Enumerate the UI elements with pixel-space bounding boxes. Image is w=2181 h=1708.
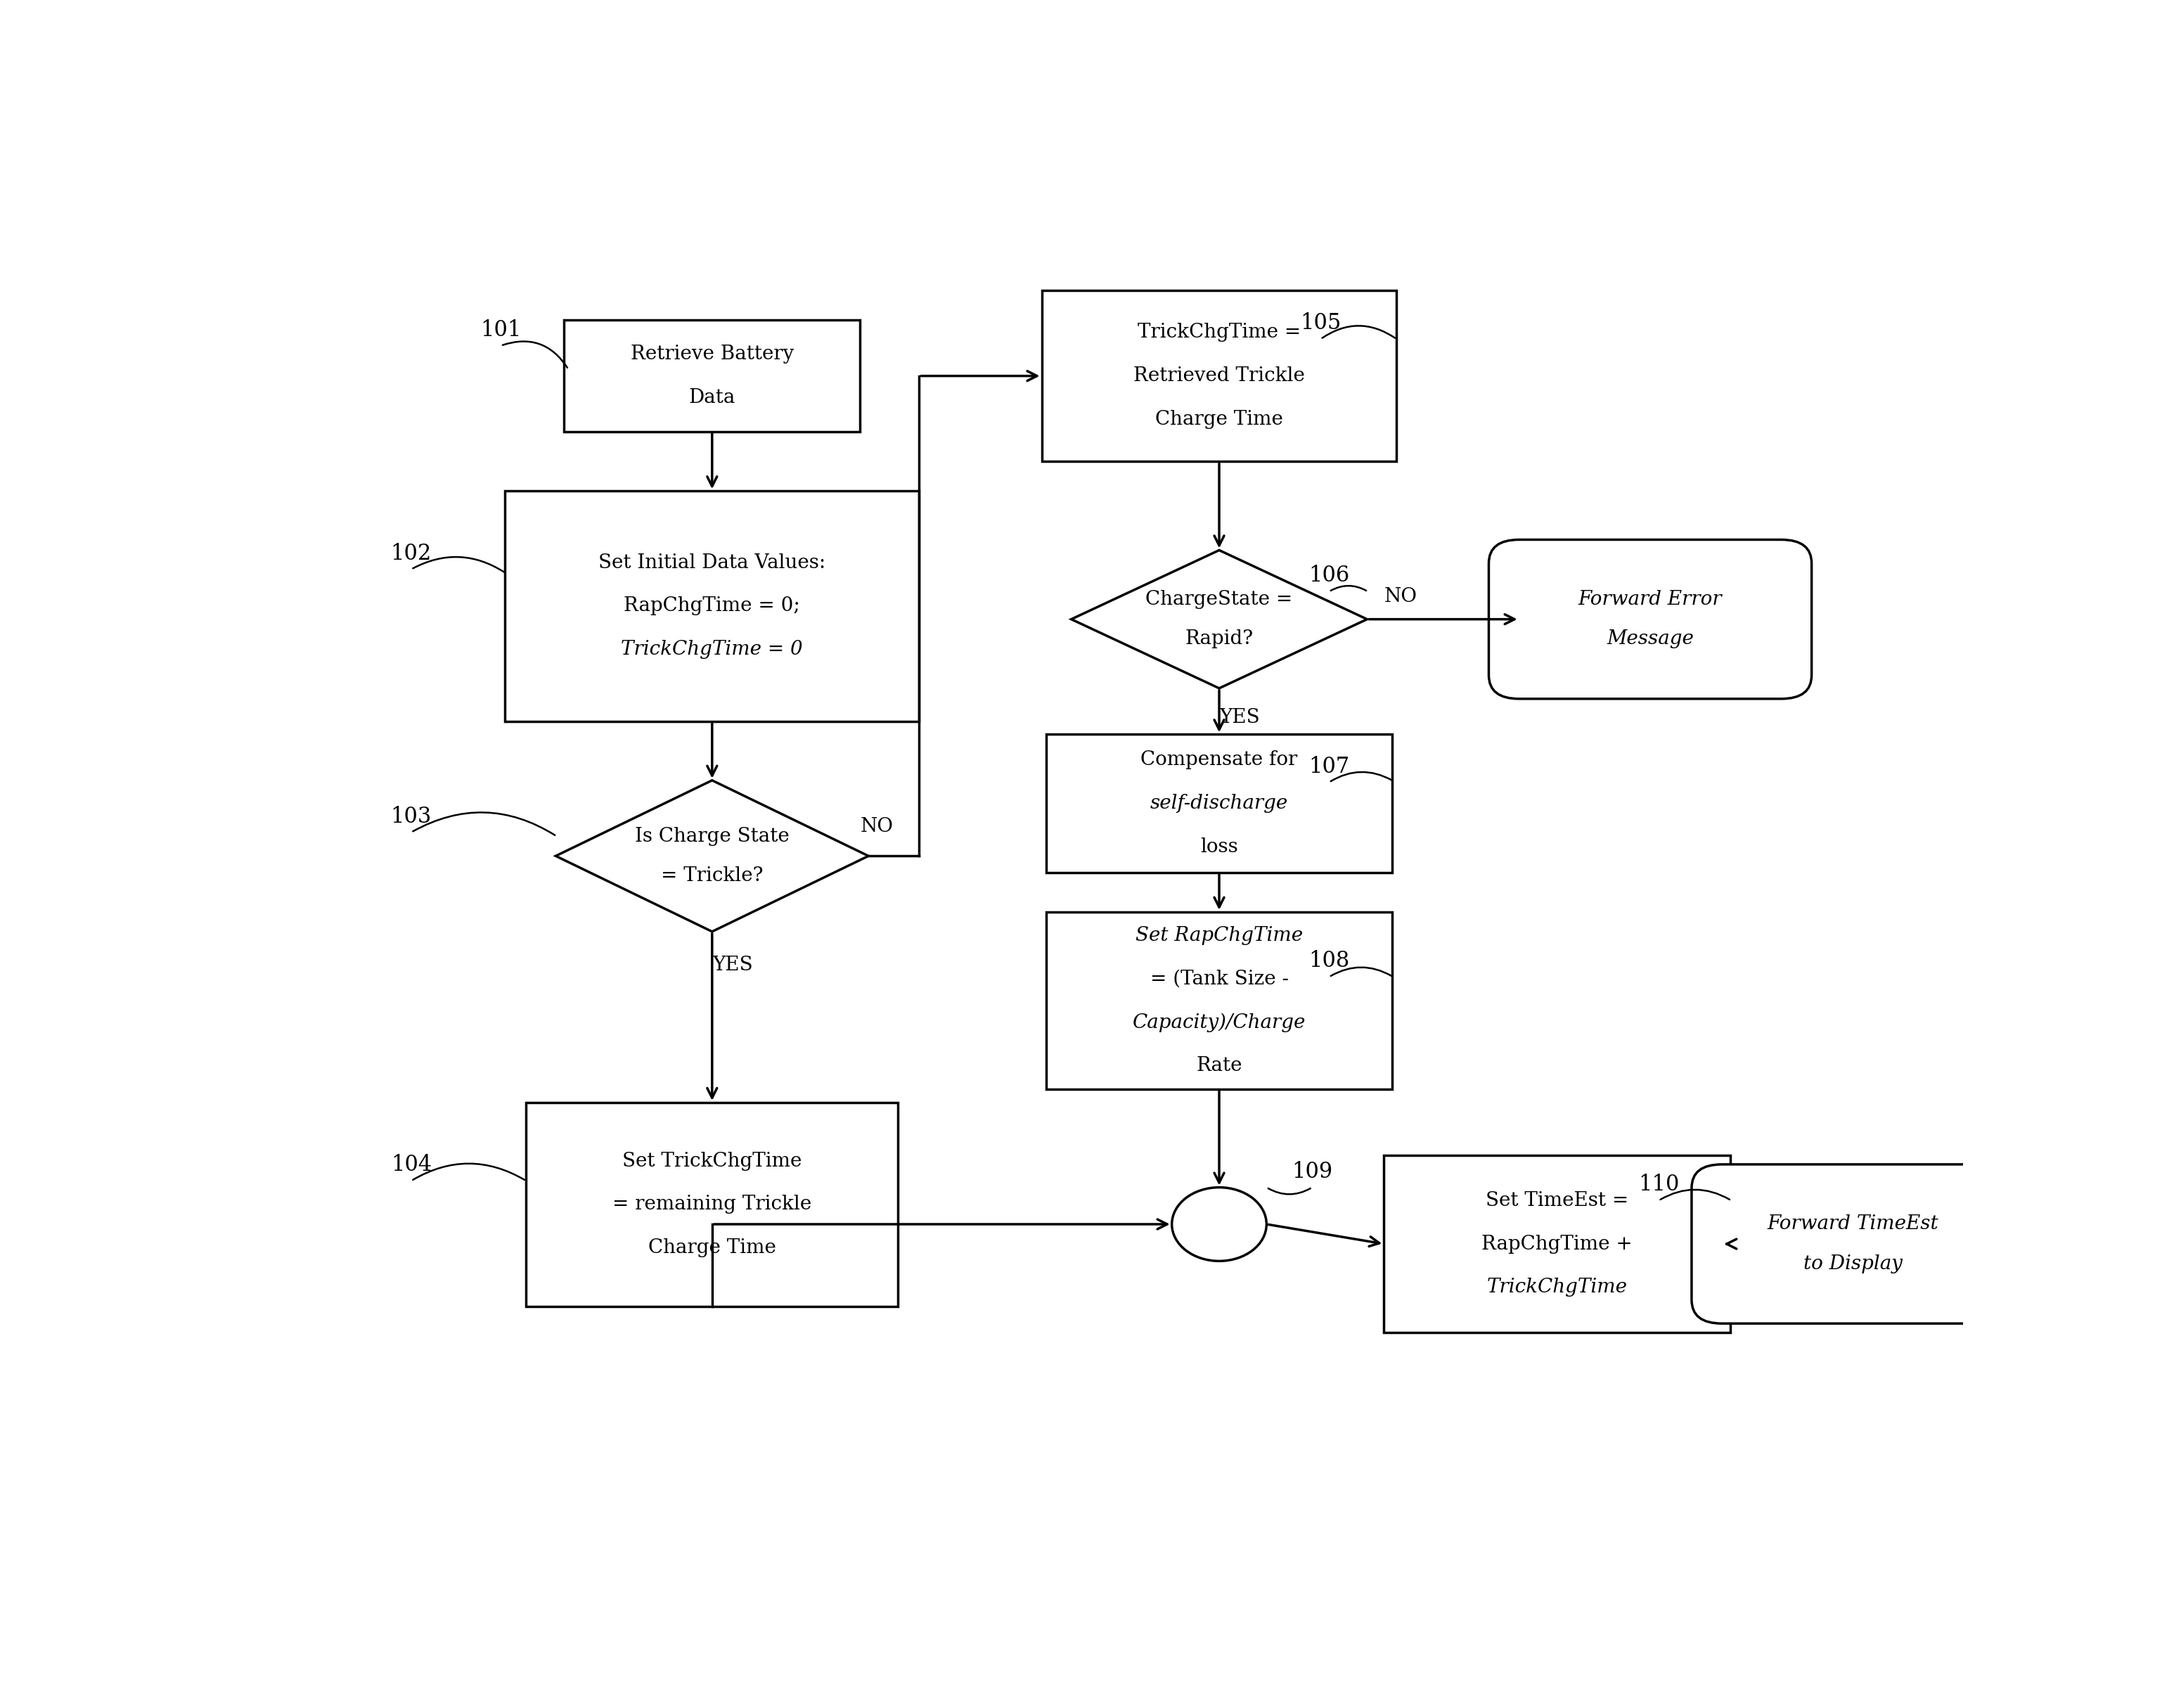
- Text: Retrieved Trickle: Retrieved Trickle: [1134, 367, 1304, 386]
- FancyBboxPatch shape: [1490, 540, 1812, 699]
- Text: NO: NO: [1385, 588, 1418, 606]
- Text: Forward TimeEst: Forward TimeEst: [1767, 1214, 1939, 1233]
- Text: YES: YES: [1219, 709, 1261, 728]
- Text: Compensate for: Compensate for: [1141, 750, 1298, 769]
- Bar: [506, 490, 918, 721]
- Text: 105: 105: [1300, 313, 1341, 335]
- Text: 110: 110: [1638, 1173, 1679, 1196]
- Bar: [1043, 290, 1396, 461]
- Text: = Trickle?: = Trickle?: [661, 866, 763, 885]
- Text: ChargeState =: ChargeState =: [1145, 589, 1293, 610]
- Text: Capacity)/Charge: Capacity)/Charge: [1132, 1013, 1306, 1032]
- Text: 101: 101: [480, 319, 521, 342]
- FancyBboxPatch shape: [1692, 1165, 2015, 1324]
- Polygon shape: [1071, 550, 1367, 688]
- Text: Charge Time: Charge Time: [1156, 410, 1282, 429]
- Text: Data: Data: [689, 388, 735, 407]
- Text: TrickChgTime = 0: TrickChgTime = 0: [622, 640, 803, 659]
- Text: Message: Message: [1607, 630, 1695, 649]
- Text: TrickChgTime: TrickChgTime: [1487, 1278, 1627, 1296]
- Bar: [1047, 734, 1391, 873]
- Text: Charge Time: Charge Time: [648, 1238, 776, 1257]
- Text: 109: 109: [1291, 1161, 1333, 1182]
- Text: to Display: to Display: [1804, 1254, 1902, 1272]
- Text: Set TimeEst =: Set TimeEst =: [1485, 1190, 1629, 1209]
- Text: RapChgTime +: RapChgTime +: [1481, 1235, 1634, 1254]
- Polygon shape: [556, 781, 868, 931]
- Text: Set Initial Data Values:: Set Initial Data Values:: [598, 553, 827, 572]
- Bar: [1047, 912, 1391, 1090]
- Text: Set TrickChgTime: Set TrickChgTime: [622, 1151, 803, 1170]
- Text: Rapid?: Rapid?: [1184, 630, 1254, 649]
- Bar: [526, 1103, 899, 1307]
- Text: 107: 107: [1309, 755, 1350, 777]
- Bar: [1385, 1155, 1730, 1332]
- Text: YES: YES: [713, 955, 752, 974]
- Text: Set RapChgTime: Set RapChgTime: [1136, 926, 1302, 945]
- Text: 104: 104: [390, 1155, 432, 1175]
- Text: self-discharge: self-discharge: [1149, 794, 1289, 813]
- Circle shape: [1171, 1187, 1267, 1261]
- Text: 106: 106: [1309, 565, 1350, 588]
- Text: Rate: Rate: [1195, 1056, 1243, 1076]
- Text: TrickChgTime =: TrickChgTime =: [1138, 323, 1300, 342]
- Text: Forward Error: Forward Error: [1579, 589, 1723, 610]
- Text: 102: 102: [390, 543, 432, 564]
- Text: NO: NO: [859, 816, 894, 837]
- Text: = (Tank Size -: = (Tank Size -: [1149, 970, 1289, 989]
- Text: Retrieve Battery: Retrieve Battery: [630, 345, 794, 364]
- Text: Is Charge State: Is Charge State: [635, 827, 790, 845]
- Text: 108: 108: [1309, 950, 1350, 972]
- Text: RapChgTime = 0;: RapChgTime = 0;: [624, 596, 800, 615]
- Text: 103: 103: [390, 806, 432, 827]
- Bar: [565, 319, 859, 432]
- Text: loss: loss: [1200, 837, 1239, 856]
- Text: = remaining Trickle: = remaining Trickle: [613, 1196, 811, 1214]
